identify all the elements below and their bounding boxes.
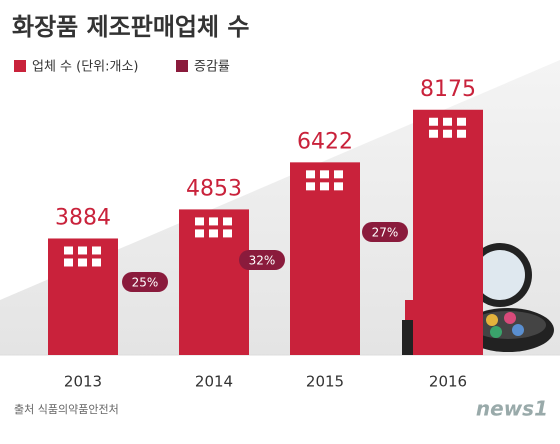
growth-pill <box>362 222 408 242</box>
legend-swatch <box>14 60 26 72</box>
window <box>320 170 329 179</box>
growth-pill <box>122 272 168 292</box>
x-tick-label: 2016 <box>429 373 467 391</box>
x-tick-label: 2013 <box>64 373 102 391</box>
bar <box>48 238 118 355</box>
window <box>429 129 438 138</box>
window <box>195 229 204 238</box>
window <box>306 170 315 179</box>
value-label: 8175 <box>420 77 476 102</box>
window <box>443 117 452 126</box>
window <box>78 258 87 267</box>
window <box>78 246 87 255</box>
value-label: 4853 <box>186 176 242 201</box>
window <box>334 170 343 179</box>
growth-pill <box>239 250 285 270</box>
window <box>306 182 315 191</box>
logo: news1 <box>476 397 548 421</box>
window <box>92 246 101 255</box>
legend-label: 증감률 <box>194 60 230 75</box>
bar <box>290 162 360 355</box>
window <box>92 258 101 267</box>
growth-label: 27% <box>372 226 399 240</box>
bar <box>413 109 483 355</box>
x-tick-label: 2015 <box>306 373 344 391</box>
legend-swatch <box>176 60 188 72</box>
window <box>209 217 218 226</box>
x-tick-label: 2014 <box>195 373 233 391</box>
window <box>64 246 73 255</box>
legend-label: 업체 수 (단위:개소) <box>32 60 139 75</box>
window <box>209 229 218 238</box>
value-label: 3884 <box>55 205 111 230</box>
window <box>429 117 438 126</box>
window <box>457 117 466 126</box>
window <box>334 182 343 191</box>
window <box>64 258 73 267</box>
value-label: 6422 <box>297 129 353 154</box>
chart-title: 화장품 제조판매업체 수 <box>12 13 250 41</box>
window <box>457 129 466 138</box>
window <box>443 129 452 138</box>
window <box>223 229 232 238</box>
source: 출처 식품의약품안전처 <box>14 402 119 416</box>
growth-label: 25% <box>132 276 159 290</box>
window <box>320 182 329 191</box>
growth-label: 32% <box>249 254 276 268</box>
window <box>223 217 232 226</box>
window <box>195 217 204 226</box>
